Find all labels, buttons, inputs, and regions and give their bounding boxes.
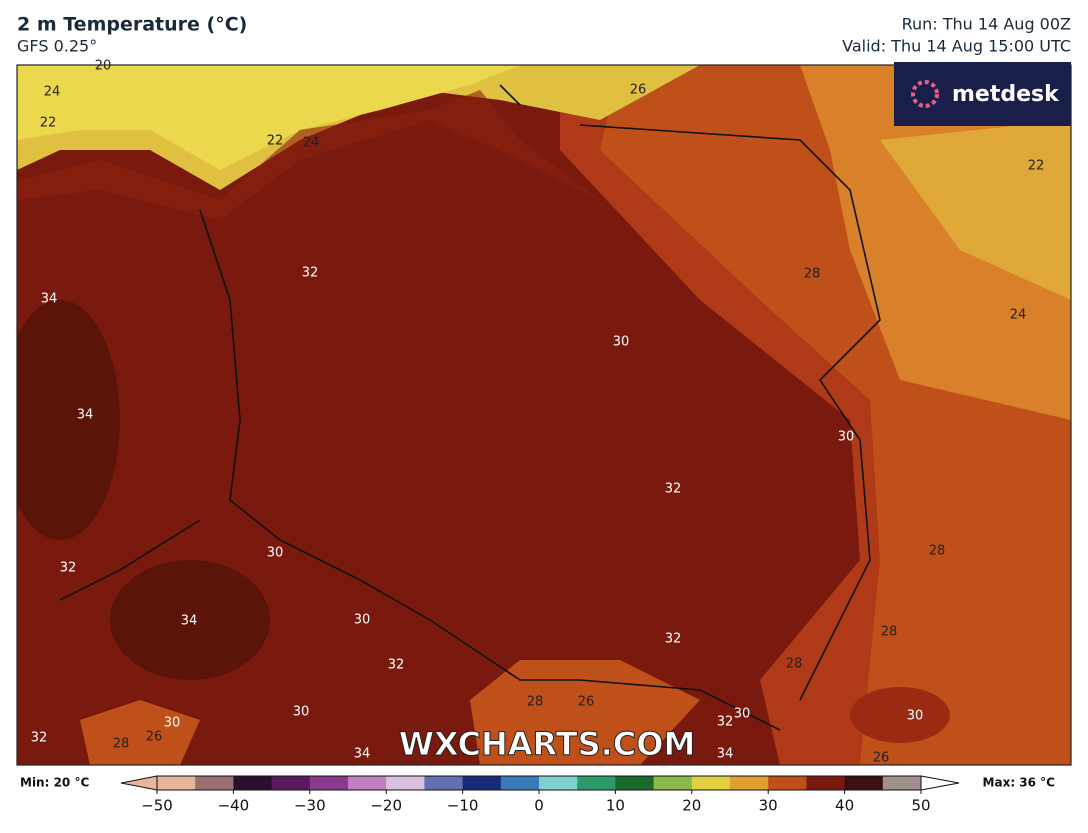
colorbar-end-low <box>120 775 158 791</box>
colorbar-segment <box>424 776 464 790</box>
colorbar-segment <box>577 776 616 790</box>
contour-label: 34 <box>77 408 94 423</box>
colorbar-tick-label: −50 <box>141 797 173 815</box>
colorbar-segment <box>615 776 655 790</box>
contour-label: 32 <box>665 482 682 497</box>
colorbar-segment <box>500 776 540 790</box>
contour-label: 34 <box>717 747 734 762</box>
contour-label: 32 <box>388 658 405 673</box>
contour-label: 28 <box>881 625 898 640</box>
logo-icon <box>911 80 939 108</box>
colorbar-end-high <box>920 775 960 791</box>
colorbar-max: Max: 36 °C <box>983 776 1056 790</box>
contour-label: 26 <box>630 83 647 98</box>
colorbar-tick-label: −40 <box>218 797 250 815</box>
colorbar-segment <box>462 776 502 790</box>
contour-label: 30 <box>354 613 371 628</box>
colorbar-segment <box>844 776 884 790</box>
contour-label: 30 <box>734 707 751 722</box>
colorbar-segment <box>768 776 807 790</box>
contour-label: 30 <box>613 335 630 350</box>
contour-label: 28 <box>786 657 803 672</box>
contour-label: 28 <box>804 267 821 282</box>
colorbar-segment <box>157 776 196 790</box>
colorbar-segment <box>653 776 693 790</box>
subtitle: GFS 0.25° <box>17 37 97 56</box>
contour-label: 26 <box>873 751 890 766</box>
colorbar-tick-label: 10 <box>606 797 625 815</box>
contour-label: 30 <box>267 546 284 561</box>
contour-label: 32 <box>665 632 682 647</box>
valid-time: Valid: Thu 14 Aug 15:00 UTC <box>842 37 1071 56</box>
contour-label: 32 <box>31 731 48 746</box>
contour-label: 28 <box>527 695 544 710</box>
contour-label: 22 <box>40 116 57 131</box>
colorbar-tick-label: 30 <box>759 797 778 815</box>
contour-label: 34 <box>354 747 371 762</box>
colorbar-tick-label: −10 <box>447 797 479 815</box>
contour-label: 28 <box>113 737 130 752</box>
contour-label: 22 <box>1028 159 1045 174</box>
colorbar-segment <box>806 776 846 790</box>
colorbar-tick-label: 0 <box>534 797 544 815</box>
contour-label: 32 <box>717 715 734 730</box>
contour-label: 30 <box>838 430 855 445</box>
run-time: Run: Thu 14 Aug 00Z <box>902 15 1071 34</box>
temperature-field <box>17 65 1071 765</box>
contour-label: 30 <box>907 709 924 724</box>
colorbar-segment <box>539 776 578 790</box>
title: 2 m Temperature (°C) <box>17 14 247 36</box>
contour-label: 20 <box>95 59 112 74</box>
contour-label: 34 <box>181 614 198 629</box>
colorbar-tick-label: −30 <box>294 797 326 815</box>
colorbar-segment <box>233 776 273 790</box>
colorbar-min: Min: 20 °C <box>20 776 89 790</box>
contour-label: 24 <box>303 136 320 151</box>
colorbar-segment <box>309 776 349 790</box>
watermark: WXCHARTS.COM <box>399 725 696 763</box>
colorbar-tick-label: 50 <box>911 797 930 815</box>
colorbar-tick-label: 20 <box>682 797 701 815</box>
contour-label: 26 <box>578 695 595 710</box>
colorbar-segment <box>195 776 234 790</box>
colorbar-segment <box>271 776 311 790</box>
colorbar: −50 −40 −30 −20 −10 0 10 20 30 40 50 <box>120 775 960 815</box>
contour-label: 26 <box>146 730 163 745</box>
contour-label: 22 <box>267 134 284 149</box>
colorbar-segment <box>386 776 425 790</box>
colorbar-segment <box>691 776 731 790</box>
colorbar-tick-label: 40 <box>835 797 854 815</box>
contour-label: 32 <box>60 561 77 576</box>
contour-label: 28 <box>929 544 946 559</box>
colorbar-tick-label: −20 <box>370 797 402 815</box>
contour-label: 30 <box>293 705 310 720</box>
contour-label: 34 <box>41 292 58 307</box>
colorbar-segment <box>882 776 922 790</box>
contour-label: 30 <box>164 716 181 731</box>
colorbar-segment <box>348 776 387 790</box>
contour-label: 24 <box>1010 308 1027 323</box>
colorbar-segment <box>730 776 769 790</box>
logo: metdesk <box>952 82 1060 107</box>
contour-label: 24 <box>44 85 61 100</box>
logo-box <box>894 62 1071 126</box>
contour-label: 32 <box>302 266 319 281</box>
